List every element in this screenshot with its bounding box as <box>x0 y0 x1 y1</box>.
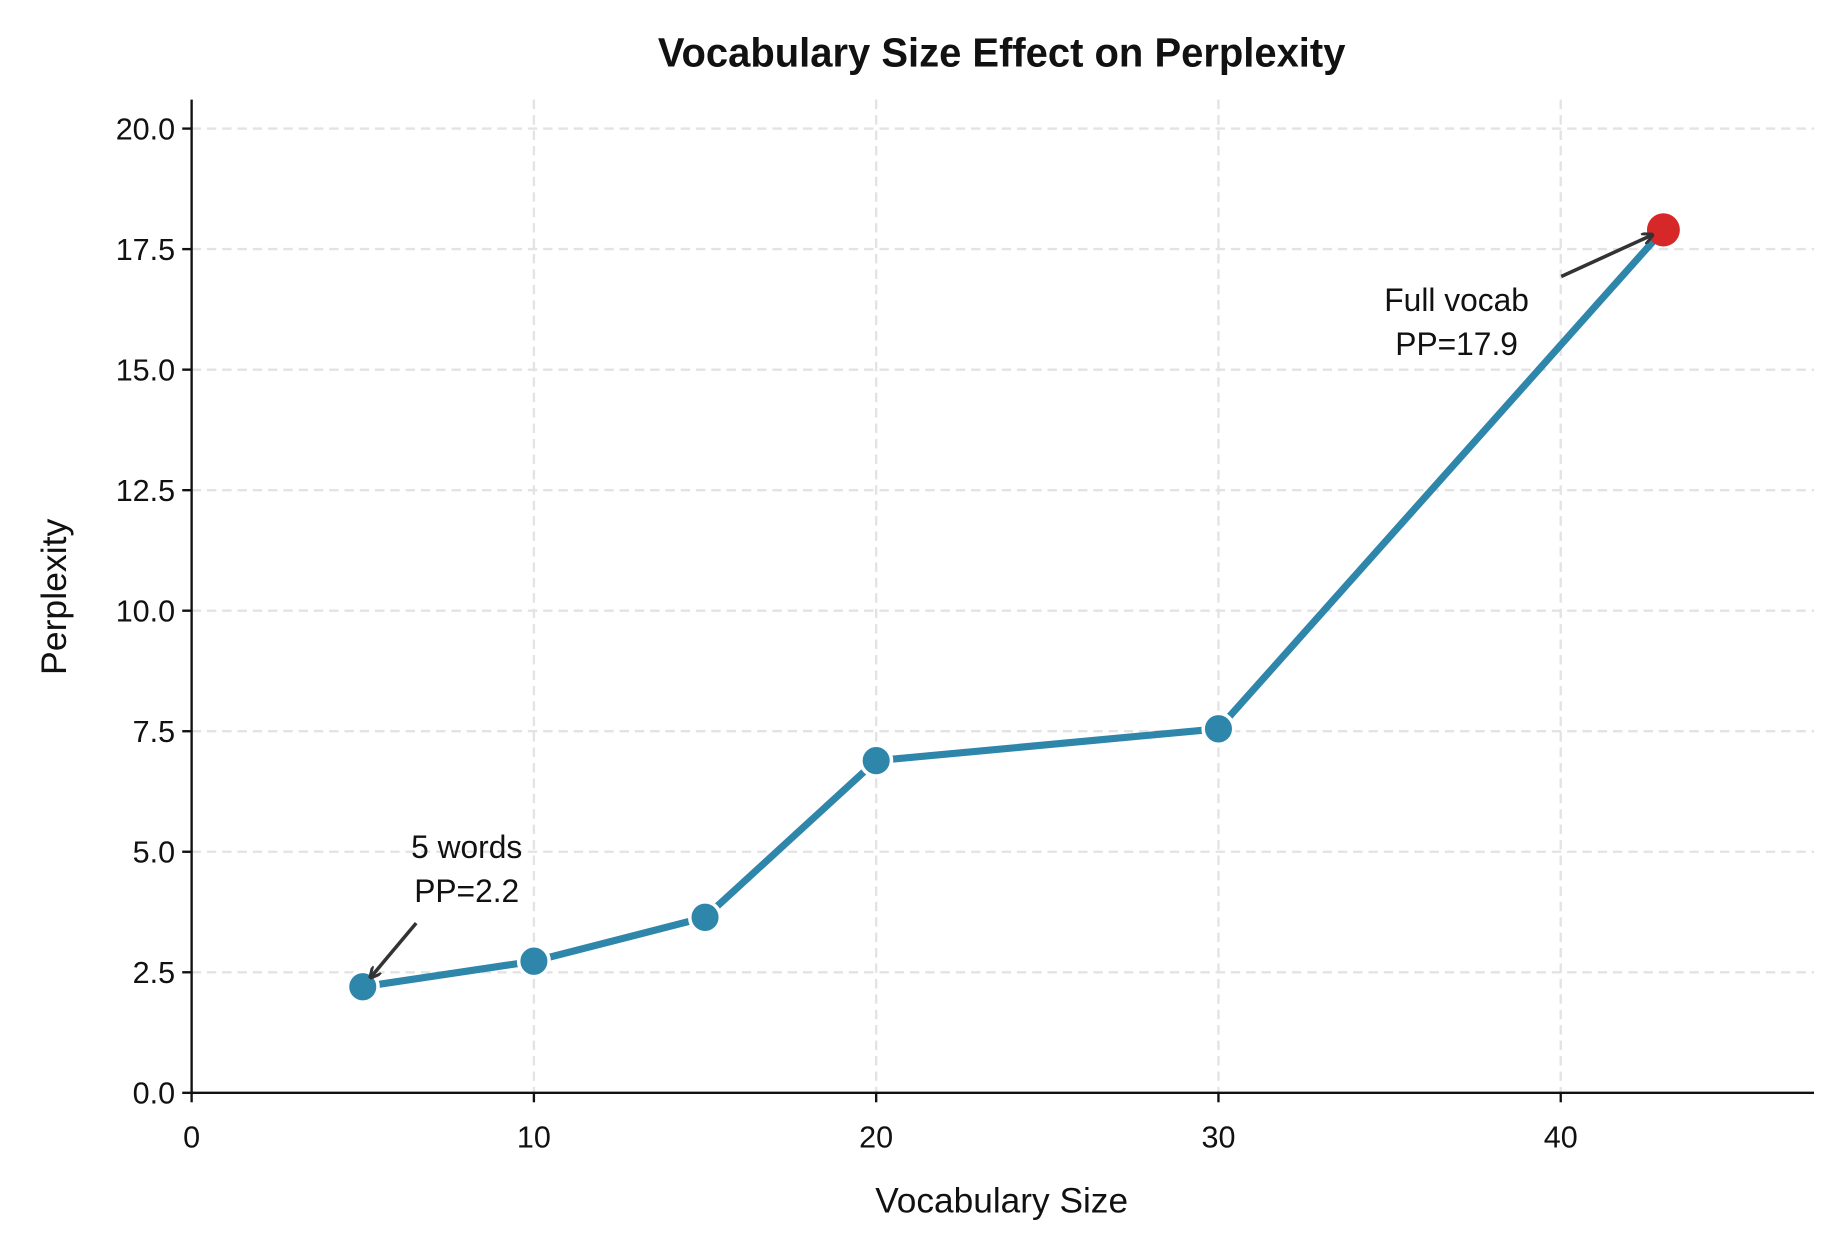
y-tick-label: 12.5 <box>116 473 175 508</box>
x-tick-label: 0 <box>183 1119 200 1154</box>
data-point <box>516 943 551 979</box>
y-tick-label: 17.5 <box>116 232 175 267</box>
series-line <box>362 227 1667 991</box>
highlight-point <box>1646 213 1680 247</box>
annotation-arrow <box>370 921 418 978</box>
chart-title: Vocabulary Size Effect on Perplexity <box>658 30 1346 75</box>
data-point <box>859 743 894 778</box>
x-axis-label: Vocabulary Size <box>875 1180 1128 1220</box>
annotation-text: PP=17.9 <box>1395 326 1518 362</box>
y-axis-label: Perplexity <box>34 518 74 675</box>
annotation-arrow <box>1560 235 1652 279</box>
x-tick-label: 10 <box>517 1119 551 1154</box>
data-point <box>1201 711 1236 747</box>
y-tick-label: 20.0 <box>116 111 175 146</box>
y-tick-label: 7.5 <box>133 714 175 749</box>
y-tick-label: 0.0 <box>133 1075 175 1110</box>
x-tick-label: 30 <box>1201 1119 1235 1154</box>
annotation-text: Full vocab <box>1384 282 1529 318</box>
y-tick-label: 2.5 <box>133 955 175 990</box>
x-tick-label: 40 <box>1544 1119 1578 1154</box>
data-point <box>687 900 723 935</box>
y-tick-label: 10.0 <box>116 593 175 628</box>
x-tick-label: 20 <box>859 1119 893 1154</box>
y-tick-label: 5.0 <box>133 834 175 869</box>
annotation-text: PP=2.2 <box>414 873 519 909</box>
annotation-text: 5 words <box>411 829 522 865</box>
y-tick-label: 15.0 <box>116 352 175 387</box>
